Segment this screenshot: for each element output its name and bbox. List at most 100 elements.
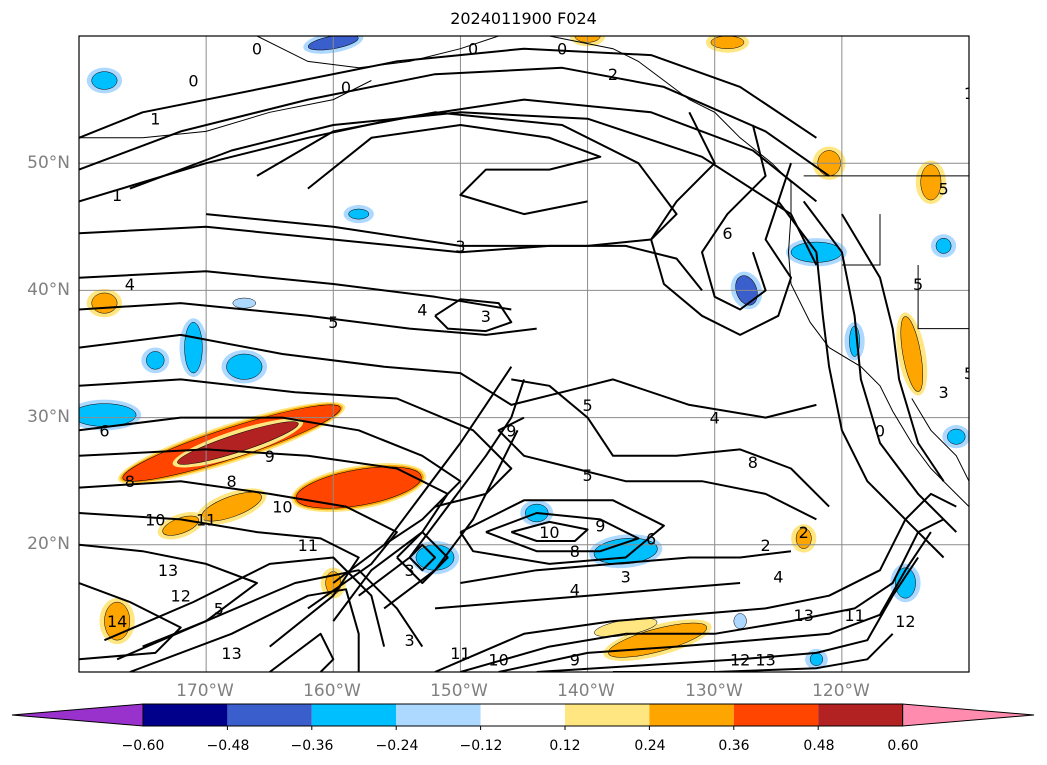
lon-label-160w: 160°W (303, 681, 361, 701)
contour-label: 4 (570, 580, 580, 599)
shaded-patch (900, 316, 924, 392)
shaded-patch (809, 652, 824, 666)
contour-label: 3 (404, 561, 414, 580)
contour-label: 3 (404, 631, 414, 650)
contour-line (510, 520, 589, 542)
contour-line (79, 333, 817, 419)
contour-label: 4 (125, 275, 135, 294)
contour-layer (79, 47, 958, 672)
contour-label: 11 (298, 536, 318, 555)
contour-line (307, 124, 602, 216)
shaded-patch (947, 428, 966, 445)
colorbar-segment (480, 704, 565, 726)
contour-line (332, 366, 513, 584)
shaded-patch (920, 164, 942, 201)
contour-label: 10 (488, 650, 508, 669)
contour-line (79, 416, 462, 546)
contour-label: 3 (938, 383, 948, 402)
contour-line (383, 429, 519, 610)
contour-line (396, 531, 449, 584)
shaded-patch (146, 351, 165, 370)
contour-label: 2 (799, 523, 809, 542)
contour-label: 1 (964, 84, 974, 103)
contour-label: 2 (608, 65, 618, 84)
contour-label: 5 (582, 396, 592, 415)
shaded-field-layer (79, 36, 969, 670)
shaded-patch (710, 36, 745, 49)
contour-line (79, 47, 817, 139)
contour-label: 6 (646, 529, 656, 548)
colorbar (11, 703, 1035, 730)
colorbar-segment (396, 704, 481, 726)
colorbar-segment (227, 704, 312, 726)
colorbar-tick-label: −0.12 (459, 738, 503, 754)
colorbar-segment (311, 704, 397, 726)
colorbar-segment (733, 704, 819, 726)
shaded-patch (795, 528, 812, 549)
contour-line (613, 633, 894, 672)
contour-line (79, 302, 537, 336)
shaded-patch (91, 292, 118, 314)
map-frame (78, 35, 970, 673)
contour-label: 8 (748, 453, 758, 472)
contour-label: 1 (150, 110, 160, 129)
colorbar-extend-right (902, 703, 1035, 727)
colorbar-tick-label: 0.36 (718, 738, 750, 754)
contour-line (206, 111, 678, 247)
contour-label: 2 (760, 536, 770, 555)
contour-line (104, 556, 386, 647)
coastline (549, 36, 969, 507)
colorbar-segment (143, 704, 228, 726)
contour-label: 0 (341, 78, 351, 97)
contour-label: 5 (938, 180, 948, 199)
colorbar-tick-label: −0.36 (290, 738, 334, 754)
coastline (841, 214, 881, 266)
shaded-patch (184, 321, 203, 374)
contour-label: 5 (328, 313, 338, 332)
contour-label: 10 (145, 510, 165, 529)
lon-label-170w: 170°W (176, 681, 234, 701)
contour-label: 10 (272, 498, 292, 517)
contour-line (269, 632, 335, 672)
contour-label: 5 (964, 364, 974, 383)
contour-line (408, 543, 436, 572)
contour-label: 14 (107, 612, 127, 631)
colorbar-segment (649, 704, 734, 726)
contour-line (79, 225, 703, 292)
contour-label: 3 (621, 568, 631, 587)
contour-label: 4 (773, 568, 783, 587)
lon-label-130w: 130°W (685, 681, 743, 701)
contour-line (511, 378, 830, 508)
colorbar-tick-label: −0.48 (206, 738, 250, 754)
map-title: 2024011900 F024 (450, 9, 597, 28)
coastline (917, 265, 969, 330)
contour-label: 0 (188, 72, 198, 91)
contour-line (129, 588, 360, 672)
lon-label-120w: 120°W (812, 681, 870, 701)
contour-line (79, 66, 830, 177)
contour-line (434, 582, 741, 610)
contour-line (79, 270, 512, 311)
contour-label: 9 (570, 650, 580, 669)
lon-label-150w: 150°W (430, 681, 488, 701)
contour-line (498, 531, 932, 672)
lon-label-140w: 140°W (557, 681, 615, 701)
contour-label: 11 (196, 510, 216, 529)
shaded-patch (348, 208, 370, 220)
contour-line (841, 213, 945, 482)
contour-label: 12 (730, 650, 750, 669)
contour-line (79, 480, 398, 610)
contour-line (79, 512, 360, 648)
contour-label: 4 (417, 300, 427, 319)
colorbar-outline (142, 703, 904, 727)
contour-label: 9 (265, 447, 275, 466)
colorbar-segment (818, 704, 903, 726)
contour-line (650, 111, 792, 336)
contour-line (79, 582, 182, 661)
contour-line (79, 378, 513, 508)
lat-label-20n: 20°N (27, 534, 70, 554)
contour-label: 11 (450, 644, 470, 663)
contour-label: 8 (125, 472, 135, 491)
shaded-patch (232, 297, 256, 309)
